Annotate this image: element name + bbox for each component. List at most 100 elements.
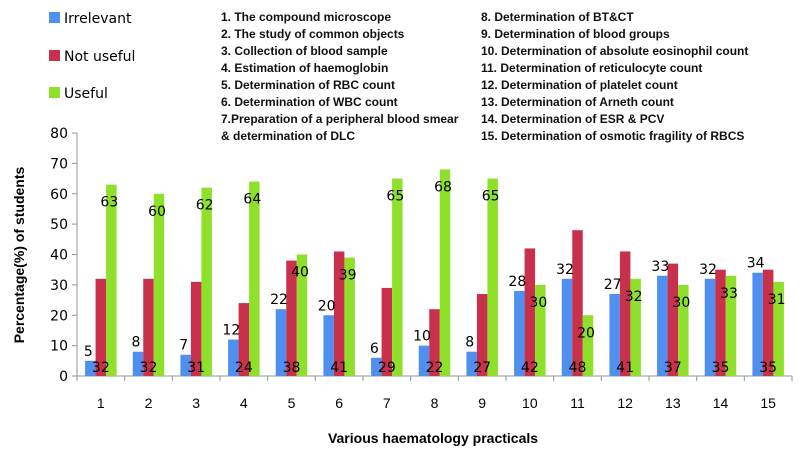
data-label-irrelevant: 28 [508, 274, 526, 290]
bar-irrelevant [561, 278, 573, 376]
data-label-irrelevant: 32 [699, 262, 717, 278]
bar-useful [392, 178, 403, 376]
bar-useful [249, 181, 260, 376]
data-label-useful: 65 [386, 189, 404, 205]
bar-irrelevant [657, 275, 668, 376]
bar-irrelevant [704, 278, 716, 376]
data-label-not-useful: 29 [378, 360, 396, 376]
key-item: 14. Determination of ESR & PCV [481, 112, 664, 126]
data-label-useful: 33 [720, 286, 738, 302]
x-tick-label: 3 [192, 395, 200, 411]
x-tick-label: 6 [335, 395, 343, 411]
bar-useful [439, 169, 451, 376]
x-tick-label: 7 [383, 395, 391, 411]
bar-not-useful [715, 269, 726, 376]
bar-irrelevant [275, 309, 287, 376]
data-label-irrelevant: 34 [747, 256, 765, 272]
key-item: 8. Determination of BT&CT [481, 10, 634, 24]
data-label-not-useful: 35 [759, 360, 777, 376]
data-label-useful: 60 [148, 204, 166, 220]
data-label-not-useful: 22 [426, 360, 444, 376]
data-label-not-useful: 24 [235, 360, 253, 376]
data-label-irrelevant: 7 [179, 338, 188, 354]
bar-not-useful [333, 251, 345, 376]
practical-key-left: 1. The compound microscope 2. The study o… [221, 10, 459, 143]
bar-irrelevant [132, 351, 144, 376]
key-item: & determination of DLC [221, 129, 355, 143]
data-label-irrelevant: 10 [413, 329, 431, 345]
y-tick-label: 50 [50, 217, 68, 233]
data-label-irrelevant: 33 [651, 259, 669, 275]
legend: Irrelevant Not useful Useful [49, 11, 135, 102]
y-tick-label: 60 [50, 187, 68, 203]
bar-irrelevant [323, 315, 334, 376]
data-label-not-useful: 41 [616, 360, 634, 376]
bar-useful [296, 254, 308, 376]
data-label-not-useful: 27 [473, 360, 491, 376]
x-axis-title: Various haematology practicals [328, 430, 538, 446]
x-tick-label: 15 [760, 395, 776, 411]
bar-useful [201, 187, 212, 376]
bar-not-useful [476, 293, 488, 376]
bar-irrelevant [85, 360, 96, 376]
data-label-not-useful: 38 [283, 360, 301, 376]
y-tick-label: 20 [50, 308, 68, 324]
data-label-not-useful: 41 [330, 360, 348, 376]
bar-not-useful [572, 230, 583, 376]
bar-not-useful [667, 263, 679, 376]
bar-irrelevant [228, 339, 239, 376]
bar-not-useful [762, 269, 774, 376]
bar-useful [678, 284, 689, 376]
bar-irrelevant [514, 290, 525, 376]
bar-useful [344, 257, 355, 376]
key-item: 15. Determination of osmotic fragility o… [481, 129, 744, 143]
data-label-irrelevant: 27 [604, 277, 622, 293]
data-label-useful: 65 [482, 189, 500, 205]
data-label-useful: 39 [339, 268, 357, 284]
bar-useful [153, 193, 165, 376]
bar-useful [725, 275, 737, 376]
x-tick-label: 2 [145, 395, 153, 411]
bar-not-useful [143, 278, 154, 376]
legend-swatch-irrelevant [49, 12, 60, 23]
legend-swatch-not-useful [49, 50, 60, 61]
x-tick-label: 10 [522, 395, 538, 411]
y-tick-label: 30 [50, 278, 68, 294]
bars [85, 169, 784, 376]
key-item: 9. Determination of blood groups [481, 27, 670, 41]
data-label-not-useful: 35 [712, 360, 730, 376]
practical-key-right: 8. Determination of BT&CT 9. Determinatio… [481, 10, 748, 143]
data-label-irrelevant: 8 [132, 335, 141, 351]
legend-label-irrelevant: Irrelevant [64, 11, 132, 27]
data-label-useful: 63 [100, 195, 118, 211]
key-item: 11. Determination of reticulocyte count [481, 61, 702, 75]
bar-useful [630, 278, 641, 376]
bar-not-useful [190, 281, 202, 376]
bar-not-useful [381, 287, 393, 376]
data-label-useful: 30 [672, 295, 690, 311]
bar-useful [773, 281, 784, 376]
x-tick-label: 9 [478, 395, 486, 411]
x-tick-label: 13 [665, 395, 681, 411]
x-tick-label: 11 [570, 395, 585, 411]
bar-useful [535, 284, 546, 376]
bar-irrelevant [609, 293, 620, 376]
x-tick-label: 4 [240, 395, 248, 411]
y-tick-label: 80 [50, 126, 68, 142]
bar-not-useful [429, 309, 440, 376]
key-item: 1. The compound microscope [221, 10, 391, 24]
data-label-useful: 32 [625, 289, 643, 305]
y-tick-label: 10 [50, 339, 68, 355]
data-label-not-useful: 31 [187, 360, 205, 376]
y-tick-label: 40 [50, 248, 68, 264]
bar-useful [106, 184, 117, 376]
x-tick-label: 8 [431, 395, 439, 411]
bar-not-useful [524, 248, 536, 376]
bar-irrelevant [752, 272, 763, 376]
key-item: 4. Estimation of haemoglobin [221, 61, 388, 75]
x-tick-label: 5 [288, 395, 296, 411]
bar-useful [582, 315, 594, 376]
y-axis-title: Percentage(%) of students [11, 166, 27, 343]
data-label-not-useful: 42 [521, 360, 539, 376]
key-item: 7.Preparation of a peripheral blood smea… [221, 112, 459, 126]
